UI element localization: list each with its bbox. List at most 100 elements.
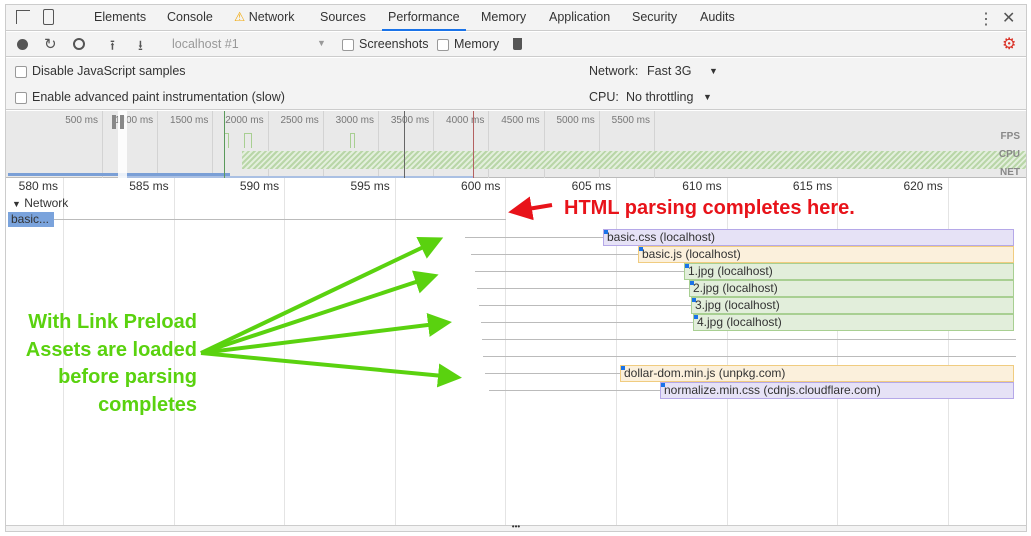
request-label: basic.js (localhost) (642, 247, 741, 261)
tab-audits[interactable]: Audits (694, 5, 741, 31)
tab-console[interactable]: Console (161, 5, 219, 31)
resize-handle[interactable]: ••• (6, 523, 1026, 531)
tab-application[interactable]: Application (543, 5, 616, 31)
gridline (173, 178, 175, 528)
overview-gridline (267, 111, 269, 178)
fps-bars (244, 133, 252, 148)
request-bar[interactable]: basic.js (localhost) (638, 246, 1014, 263)
network-throttle-select[interactable]: Fast 3G (647, 64, 692, 78)
record-icon[interactable] (17, 39, 28, 50)
tab-elements[interactable]: Elements (88, 5, 152, 31)
request-bar[interactable]: basic.css (localhost) (603, 229, 1014, 246)
request-wait-line (465, 237, 603, 238)
overview-tick-label: 5500 ms (611, 115, 650, 126)
inspect-icon[interactable] (16, 10, 30, 24)
priority-marker (694, 315, 698, 319)
screenshots-checkbox[interactable] (342, 39, 354, 51)
cpu-label: CPU (998, 149, 1020, 160)
download-icon[interactable]: ⭳ (138, 37, 143, 53)
gridline (616, 178, 617, 528)
tab-label: Performance (388, 10, 460, 24)
request-bar[interactable]: 1.jpg (localhost) (684, 263, 1014, 280)
fps-bars (350, 133, 355, 148)
trash-icon[interactable] (513, 38, 522, 50)
cpu-activity (242, 151, 1026, 169)
ruler-tick-label: 605 ms (571, 179, 611, 193)
request-bar[interactable]: 2.jpg (localhost) (689, 280, 1014, 297)
green-arrow (200, 237, 444, 355)
gridline (284, 178, 286, 528)
request-bar[interactable]: dollar-dom.min.js (unpkg.com) (620, 365, 1014, 382)
close-icon[interactable]: ✕ (1002, 10, 1016, 27)
reload-icon[interactable]: ↻ (44, 36, 57, 53)
fps-label: FPS (1000, 131, 1020, 142)
overview-gridline (488, 111, 490, 178)
net-label: NET (1000, 167, 1020, 178)
more-icon[interactable]: ⋮ (978, 11, 994, 28)
selection-window[interactable] (118, 111, 127, 178)
marker-line (404, 111, 405, 178)
request-wait-line (471, 254, 638, 255)
cpu-throttle-select[interactable]: No throttling (626, 90, 694, 104)
network-throttle-label: Network: (589, 64, 639, 78)
net-bar (118, 176, 473, 178)
annotation-arrows (200, 196, 553, 388)
paint-instrumentation-checkbox[interactable] (15, 92, 27, 104)
marker-line (224, 111, 225, 178)
selection-handle[interactable] (112, 115, 116, 129)
capture-settings: Disable JavaScript samples Enable advanc… (6, 58, 1026, 110)
clear-icon[interactable] (73, 38, 85, 50)
time-ruler: 580 ms 585 ms 590 ms 595 ms 600 ms 605 ms 610 … (6, 178, 1026, 195)
overview-gridline (102, 111, 103, 178)
priority-marker (621, 366, 625, 370)
overview-tick-label: 500 ms (65, 115, 98, 126)
chevron-down-icon: ▼ (317, 38, 326, 48)
request-bar[interactable]: 3.jpg (localhost) (691, 297, 1014, 314)
overview-tick-label: 2000 ms (225, 115, 264, 126)
tab-network[interactable]: ⚠ Network (228, 5, 301, 31)
green-arrow (200, 270, 439, 355)
tab-performance[interactable]: Performance (382, 5, 466, 31)
tab-label: Console (167, 10, 213, 24)
ruler-tick-label: 595 ms (350, 179, 390, 193)
request-label: basic.css (localhost) (607, 230, 716, 244)
overview-gridline (433, 111, 435, 178)
request-wait-line (475, 271, 684, 272)
overview-gridline (378, 111, 379, 178)
tab-security[interactable]: Security (626, 5, 683, 31)
overview-gridline (212, 111, 214, 178)
request-label: normalize.min.css (cdnjs.cloudflare.com) (664, 383, 881, 397)
request-label: dollar-dom.min.js (unpkg.com) (624, 366, 786, 380)
priority-marker (692, 298, 696, 302)
tab-label: Application (549, 10, 611, 24)
tab-sources[interactable]: Sources (314, 5, 372, 31)
tab-label: Elements (94, 10, 147, 24)
disable-js-samples-checkbox[interactable] (15, 66, 27, 78)
gear-icon[interactable]: ⚙ (1002, 36, 1017, 53)
selection-handle[interactable] (120, 115, 124, 129)
timeline-overview[interactable]: 500 ms 1000 ms 1500 ms 2000 ms 2500 ms 3000 m… (6, 111, 1026, 178)
request-label: 2.jpg (localhost) (693, 281, 778, 295)
device-toolbar-icon[interactable] (43, 9, 54, 25)
request-label: 1.jpg (localhost) (688, 264, 773, 278)
disable-js-samples-label: Disable JavaScript samples (32, 64, 186, 78)
target-select[interactable]: localhost #1 (172, 37, 239, 51)
overview-gridline (654, 111, 655, 178)
network-track-toggle[interactable]: ▼ Network (12, 196, 68, 210)
ruler-tick-label: 620 ms (903, 179, 943, 193)
request-bar[interactable]: normalize.min.css (cdnjs.cloudflare.com) (660, 382, 1014, 399)
request-label: 4.jpg (localhost) (697, 315, 782, 329)
tab-memory[interactable]: Memory (475, 5, 532, 31)
upload-icon[interactable]: ⭱ (110, 37, 115, 53)
memory-label: Memory (454, 37, 500, 51)
tab-label: Network (248, 10, 295, 24)
priority-marker (639, 247, 643, 251)
gridline (63, 178, 64, 528)
ruler-tick-label: 615 ms (792, 179, 833, 193)
memory-checkbox[interactable] (437, 39, 449, 51)
request-wait-line (485, 373, 620, 374)
priority-marker (604, 230, 608, 234)
screenshots-label: Screenshots (359, 37, 429, 51)
request-bar[interactable]: 4.jpg (localhost) (693, 314, 1014, 331)
html-request-bar[interactable]: basic... (8, 212, 54, 227)
